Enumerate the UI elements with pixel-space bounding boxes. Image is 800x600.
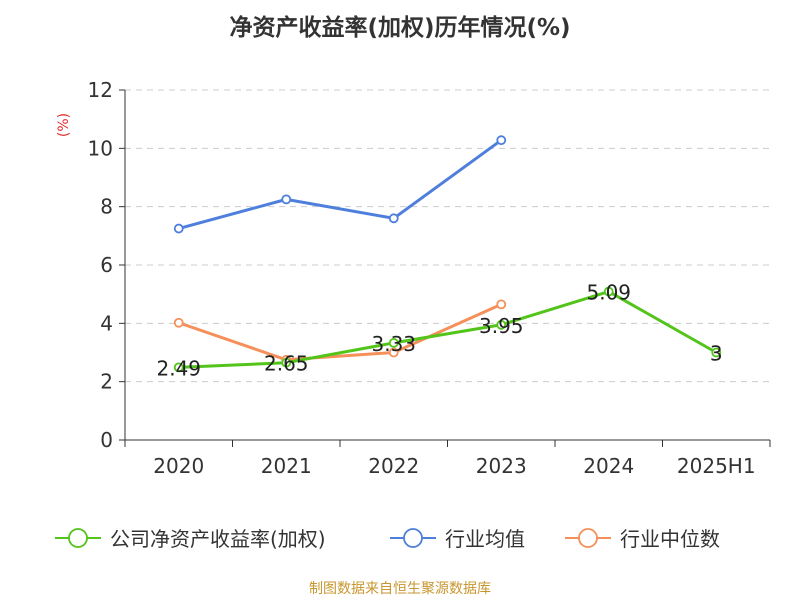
data-point: [603, 286, 614, 297]
data-label: 2.49: [156, 356, 201, 380]
data-point: [388, 337, 399, 348]
data-point: [711, 347, 722, 358]
y-tick-label: 10: [88, 136, 113, 160]
series-line: [178, 303, 502, 362]
x-tick-label: 2022: [368, 454, 419, 478]
y-axis-label: (%): [56, 113, 72, 137]
data-point: [388, 347, 399, 358]
data-label: 3.95: [479, 314, 524, 338]
data-point: [173, 362, 184, 373]
y-tick-label: 0: [100, 428, 113, 452]
x-tick-label: 2021: [261, 454, 312, 478]
series-line: [178, 290, 717, 369]
x-tick-label: 2020: [153, 454, 204, 478]
legend-label: 行业中位数: [620, 527, 720, 551]
data-label: 3.33: [371, 332, 416, 356]
legend-marker: [403, 528, 423, 548]
x-tick-label: 2025H1: [677, 454, 756, 478]
y-tick-label: 4: [100, 311, 113, 335]
x-tick-label: 2023: [476, 454, 527, 478]
y-tick-label: 8: [100, 195, 113, 219]
data-point: [281, 357, 292, 368]
data-point: [496, 135, 507, 146]
data-point: [173, 223, 184, 234]
data-point: [388, 213, 399, 224]
legend-label: 行业均值: [445, 527, 525, 551]
data-label: 5.09: [586, 281, 631, 305]
data-point: [173, 317, 184, 328]
y-tick-label: 6: [100, 253, 113, 277]
data-point: [281, 194, 292, 205]
chart-title: 净资产收益率(加权)历年情况(%): [229, 15, 571, 41]
data-label: 2.65: [264, 352, 309, 376]
legend-marker: [68, 528, 88, 548]
legend-marker: [578, 528, 598, 548]
data-source-note: 制图数据来自恒生聚源数据库: [309, 581, 491, 597]
legend-label: 公司净资产收益率(加权): [110, 527, 326, 551]
data-point: [496, 319, 507, 330]
series-line: [178, 138, 503, 230]
x-tick-label: 2024: [583, 454, 634, 478]
y-tick-label: 2: [100, 370, 113, 394]
data-point: [496, 299, 507, 310]
data-label: 3: [710, 342, 723, 366]
y-tick-label: 12: [88, 78, 113, 102]
